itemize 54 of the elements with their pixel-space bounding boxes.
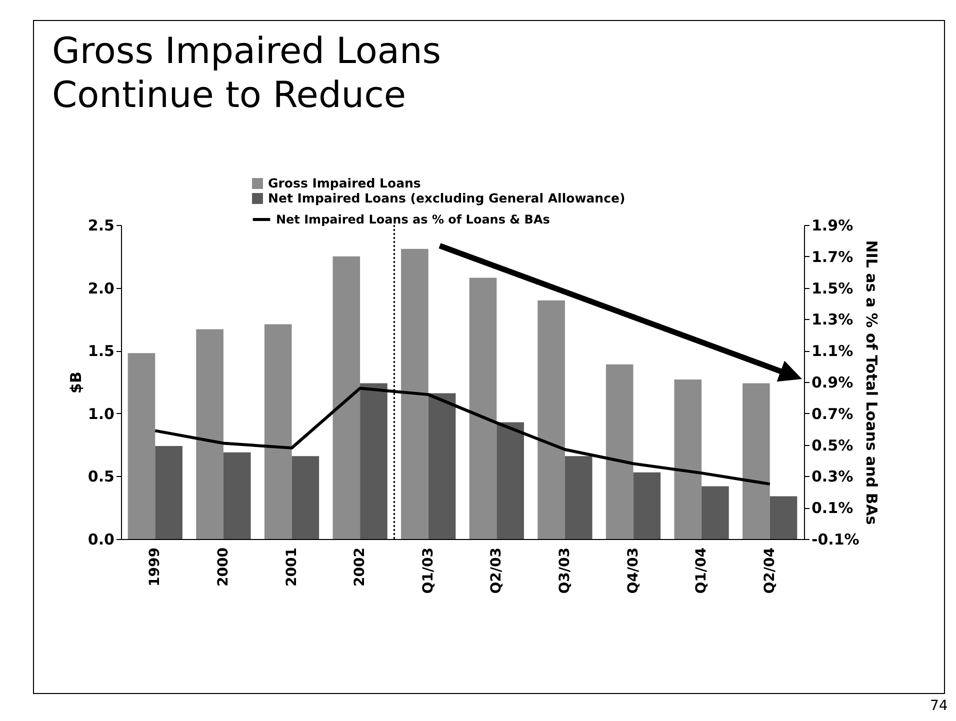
text: 74 [930,698,948,714]
bar [401,248,428,539]
x-tick-label: Q3/03 [556,548,573,594]
y2-tick-label: 1.5% [812,279,854,298]
bar [292,456,320,539]
x-tick-label: 1999 [147,548,164,586]
y-tick-label: 2.5 [88,216,114,234]
x-tick-label: 2000 [215,547,232,586]
bar [155,446,182,539]
x-tick-label: Q2/04 [762,547,778,594]
x-tick-label: 2001 [284,548,300,586]
y-axis-title: $B [66,372,85,394]
bar [770,496,798,539]
y2-axis-title: NIL as a % of Total Loans and BAs [862,240,880,525]
bar [428,393,456,539]
x-tick-label: Q2/03 [488,548,505,594]
bar [128,353,156,539]
bar [496,422,524,539]
x-tick-label: Q4/03 [625,548,642,594]
bar [564,456,592,539]
y2-tick-label: 1.1% [812,342,854,360]
x-tick-label: Q1/03 [420,548,436,594]
bar [264,324,292,539]
legend-label: Net Impaired Loans (excluding General Allowance) [268,190,626,206]
bar [742,383,770,539]
y2-tick-label: 0.3% [812,468,854,486]
bar [196,329,224,539]
bar [332,256,360,539]
y2-tick-label: 1.3% [812,310,854,329]
y2-tick-label: 0.9% [812,374,854,392]
y-tick-label: 2.0 [88,279,114,298]
y2-tick-label: 0.1% [812,499,854,518]
y2-tick-label: 0.5% [812,436,854,454]
y2-tick-label: 1.9% [812,216,854,234]
x-tick-label: 2002 [352,548,368,586]
y2-tick-label: 1.7% [812,248,854,266]
bar [469,278,497,539]
bar [702,486,729,539]
y-tick-label: 1.5 [88,342,114,360]
x-tick-label: Q1/04 [694,547,710,594]
y-tick-label: 0.5 [88,468,114,486]
legend-label: Gross Impaired Loans [268,176,421,190]
bar [538,300,565,539]
y-tick-label: 0.0 [88,530,114,548]
y-tick-label: 1.0 [88,404,114,423]
y2-tick-label: 0.7% [812,404,854,423]
y2-tick-label: -0.1% [812,530,860,548]
chart-title: Gross Impaired Loans Continue to Reduce [52,30,442,118]
bar [674,379,702,539]
legend-label: Net Impaired Loans as % of Loans & BAs [276,212,550,226]
bar [606,364,634,539]
bar [360,383,388,539]
bar [633,472,661,539]
bar [223,452,251,539]
